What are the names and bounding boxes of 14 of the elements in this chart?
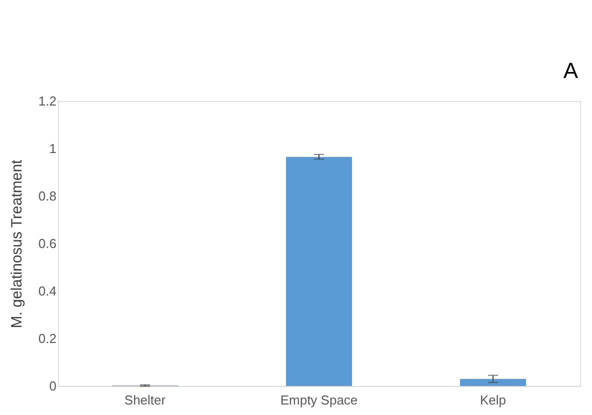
x-tick-label: Empty Space xyxy=(280,392,358,408)
text: A xyxy=(563,58,578,83)
y-tick-label: 0.8 xyxy=(38,188,56,204)
bar xyxy=(460,378,526,386)
y-tick-label: 0.2 xyxy=(38,331,56,346)
bar xyxy=(286,156,352,386)
y-tick-label: 1 xyxy=(49,141,56,156)
y-tick-label: 1.2 xyxy=(38,94,56,108)
y-tick-label: 0.6 xyxy=(38,236,56,251)
x-tick-label: Kelp xyxy=(480,392,506,408)
x-tick-label: Shelter xyxy=(124,392,166,408)
y-axis-title: M. gelatinosus Treatment xyxy=(8,158,26,328)
y-tick-label: 0.4 xyxy=(38,284,56,298)
y-tick-label: 0 xyxy=(49,378,56,394)
